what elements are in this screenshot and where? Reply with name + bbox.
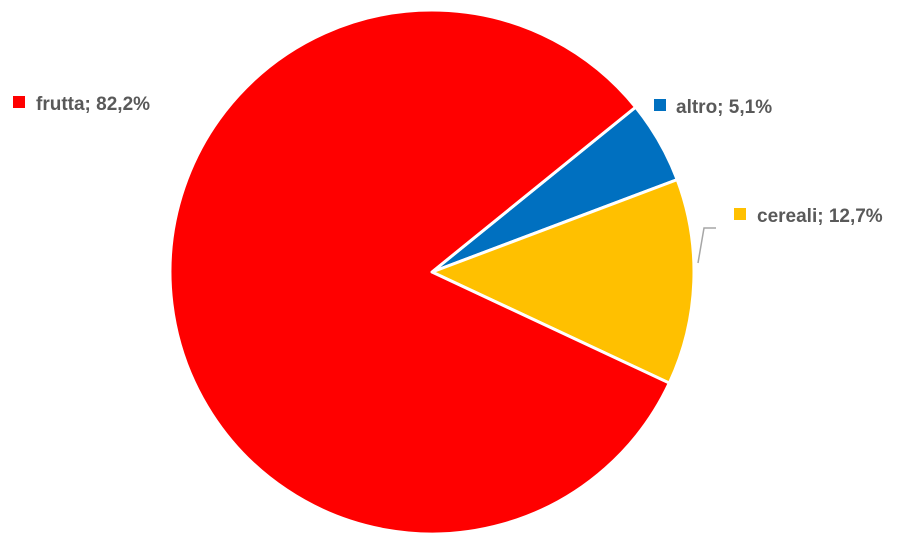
pie-labels: altro; 5,1% cereali; 12,7% frutta; 82,2% xyxy=(13,94,883,264)
pie-slice-frutta xyxy=(168,8,671,533)
data-label-cereali: cereali; 12,7% xyxy=(757,206,883,227)
legend-swatch-frutta xyxy=(13,96,25,108)
legend-swatch-cereali xyxy=(734,208,746,220)
pie-slice-cereali xyxy=(430,178,696,385)
data-label-altro: altro; 5,1% xyxy=(676,97,772,118)
legend-swatch-altro xyxy=(654,99,666,111)
pie-slices xyxy=(168,8,696,533)
leader-line-cereali xyxy=(697,227,716,264)
data-label-frutta: frutta; 82,2% xyxy=(36,94,150,115)
